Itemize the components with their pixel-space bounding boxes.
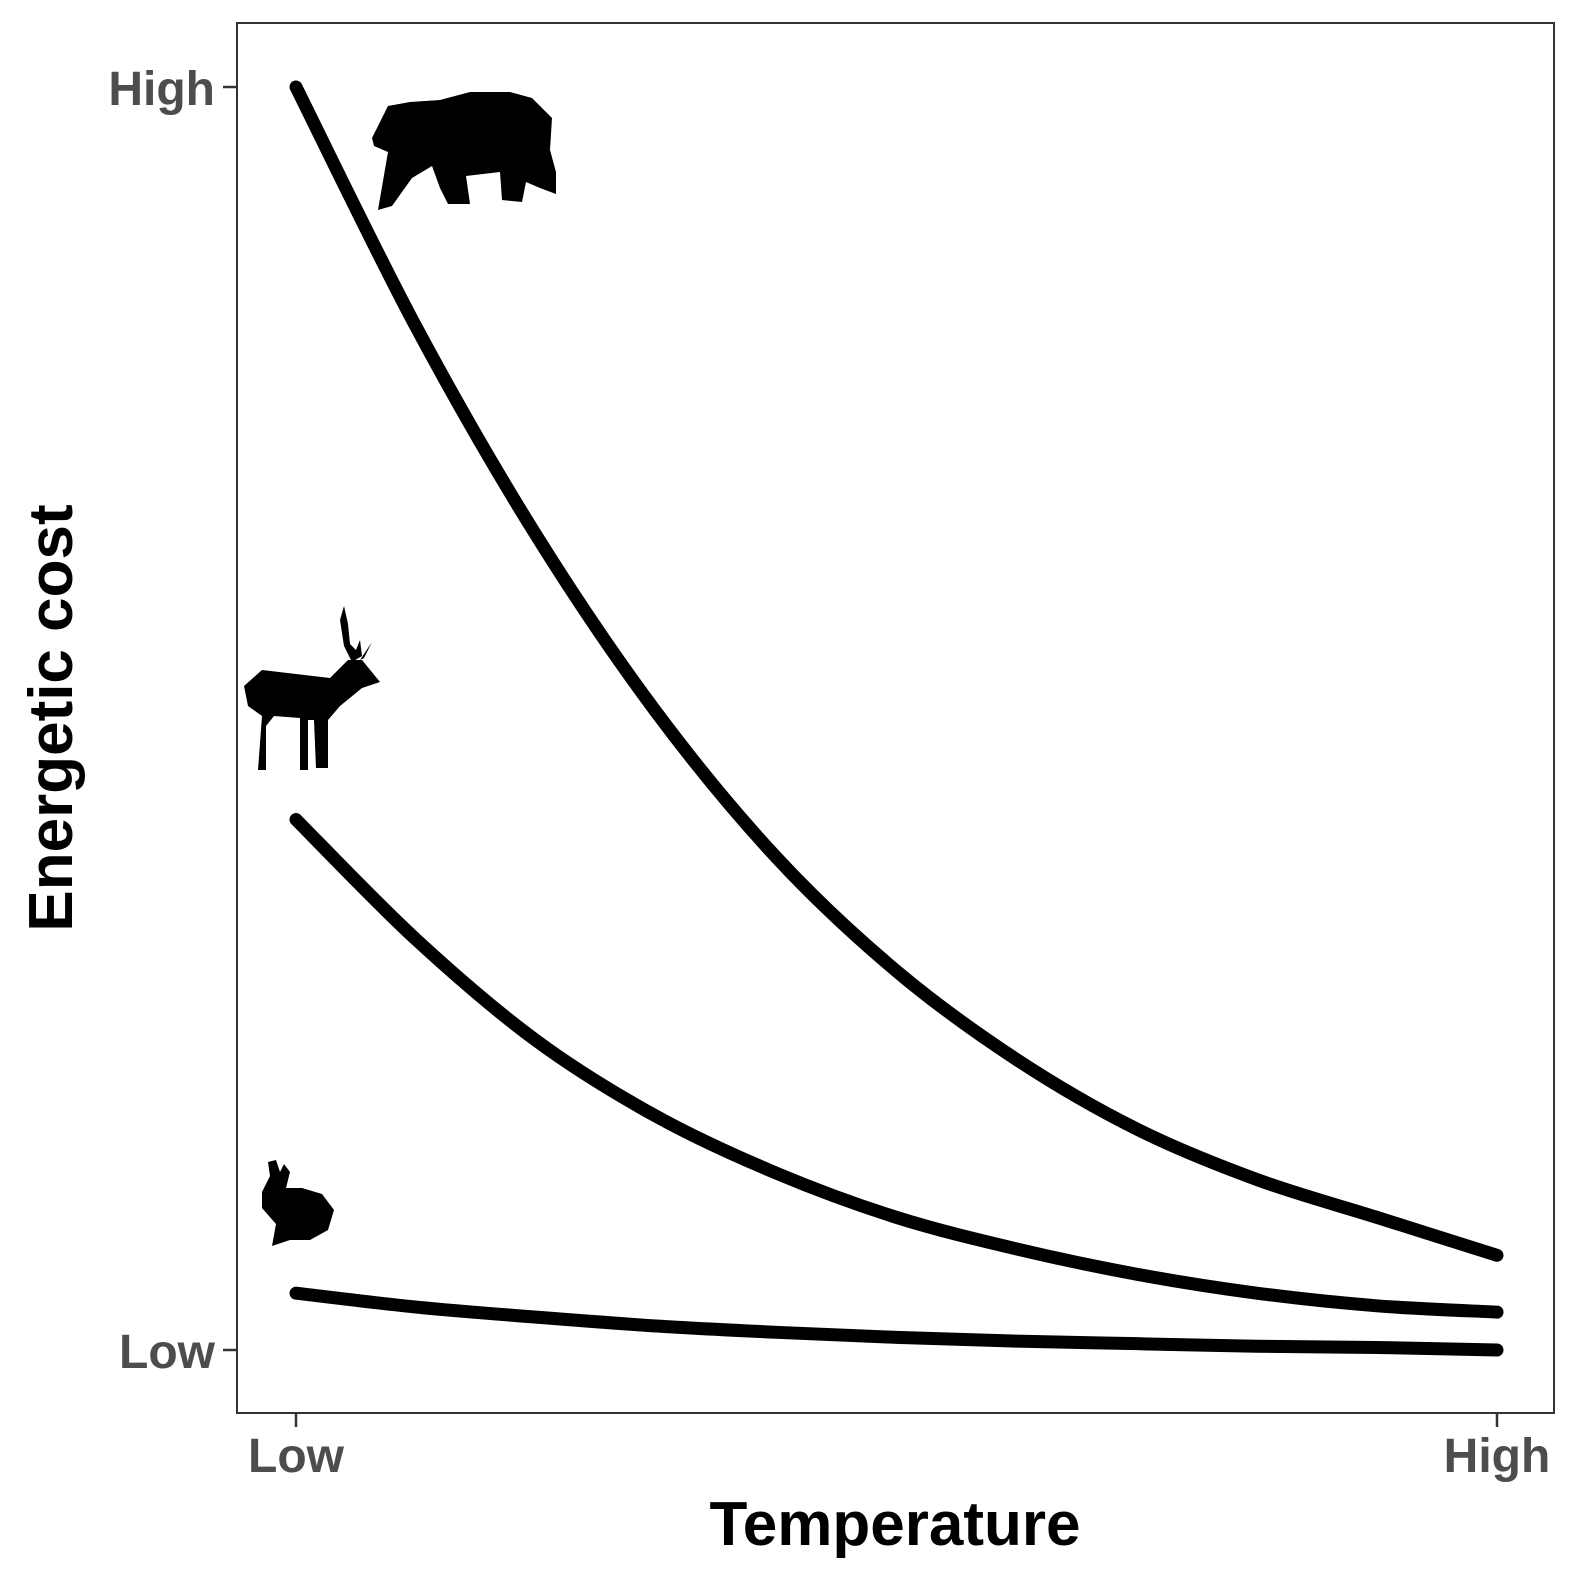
y-tick-label-low: Low [119,1326,216,1379]
series-line-3 [289,1286,1504,1357]
x-tick-label-high: High [1444,1430,1551,1483]
plot-panel [236,22,1555,1414]
series-line-2 [289,813,1504,1319]
y-axis-title: Energetic cost [17,504,86,931]
x-tick-label-low: Low [248,1430,345,1483]
x-axis-title: Temperature [710,1490,1081,1559]
series-lines [289,80,1504,1357]
rabbit-icon [262,1160,334,1246]
deer-icon [244,606,380,770]
series-line-1 [289,80,1504,1262]
bear-icon [372,92,556,210]
y-tick-label-high: High [108,63,215,116]
